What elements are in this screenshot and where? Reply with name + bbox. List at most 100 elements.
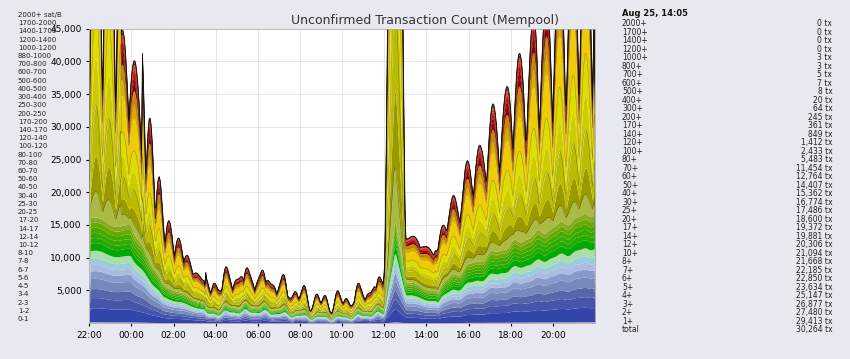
Text: 7+: 7+ xyxy=(622,266,633,275)
Text: 250-300: 250-300 xyxy=(18,102,47,108)
Text: 1200+: 1200+ xyxy=(622,45,648,53)
Text: 30,264 tx: 30,264 tx xyxy=(796,325,832,334)
Text: 1400-1700: 1400-1700 xyxy=(18,28,56,34)
Text: 0 tx: 0 tx xyxy=(818,19,832,28)
Text: 2000+ sat/B: 2000+ sat/B xyxy=(18,12,61,18)
Text: 700+: 700+ xyxy=(622,70,643,79)
Text: 14,407 tx: 14,407 tx xyxy=(796,181,832,190)
Text: 0 tx: 0 tx xyxy=(818,28,832,37)
Text: 30-40: 30-40 xyxy=(18,193,38,199)
Text: 50-60: 50-60 xyxy=(18,176,38,182)
Text: 200-250: 200-250 xyxy=(18,111,47,117)
Text: 6+: 6+ xyxy=(622,274,633,283)
Text: 17,486 tx: 17,486 tx xyxy=(796,206,832,215)
Text: 70-80: 70-80 xyxy=(18,160,38,166)
Text: 23,634 tx: 23,634 tx xyxy=(796,283,832,292)
Text: 1000+: 1000+ xyxy=(622,53,648,62)
Text: 700-800: 700-800 xyxy=(18,61,48,67)
Text: 7 tx: 7 tx xyxy=(818,79,832,88)
Text: 1-2: 1-2 xyxy=(18,308,29,314)
Text: 1400+: 1400+ xyxy=(622,36,648,45)
Text: 15,362 tx: 15,362 tx xyxy=(796,189,832,198)
Text: 80+: 80+ xyxy=(622,155,638,164)
Text: 300+: 300+ xyxy=(622,104,643,113)
Text: 60-70: 60-70 xyxy=(18,168,38,174)
Text: 18,600 tx: 18,600 tx xyxy=(796,215,832,224)
Text: 1+: 1+ xyxy=(622,317,633,326)
Text: 26,877 tx: 26,877 tx xyxy=(796,300,832,309)
Text: 21,094 tx: 21,094 tx xyxy=(796,248,832,258)
Text: 17-20: 17-20 xyxy=(18,217,38,223)
Text: 25+: 25+ xyxy=(622,206,638,215)
Text: 4+: 4+ xyxy=(622,291,633,300)
Text: 1200-1400: 1200-1400 xyxy=(18,37,56,42)
Text: 20+: 20+ xyxy=(622,215,638,224)
Text: 3-4: 3-4 xyxy=(18,292,29,297)
Text: 3 tx: 3 tx xyxy=(818,61,832,70)
Text: 40+: 40+ xyxy=(622,189,638,198)
Text: 12+: 12+ xyxy=(622,240,638,249)
Text: 5+: 5+ xyxy=(622,283,633,292)
Text: 16,774 tx: 16,774 tx xyxy=(796,197,832,206)
Text: 0 tx: 0 tx xyxy=(818,45,832,53)
Text: 7-8: 7-8 xyxy=(18,258,30,265)
Text: 3+: 3+ xyxy=(622,300,633,309)
Text: 20 tx: 20 tx xyxy=(813,95,832,104)
Text: 19,372 tx: 19,372 tx xyxy=(796,223,832,232)
Text: 14+: 14+ xyxy=(622,232,638,241)
Text: 2,433 tx: 2,433 tx xyxy=(801,146,832,155)
Text: 8-10: 8-10 xyxy=(18,250,34,256)
Text: 80-100: 80-100 xyxy=(18,151,42,158)
Text: 100+: 100+ xyxy=(622,146,643,155)
Text: 11,454 tx: 11,454 tx xyxy=(796,164,832,173)
Text: 10-12: 10-12 xyxy=(18,242,38,248)
Text: 40-50: 40-50 xyxy=(18,185,38,191)
Text: 400+: 400+ xyxy=(622,95,643,104)
Text: 2000+: 2000+ xyxy=(622,19,648,28)
Text: 14-17: 14-17 xyxy=(18,225,38,232)
Text: 245 tx: 245 tx xyxy=(808,113,832,122)
Text: 361 tx: 361 tx xyxy=(808,121,832,130)
Text: 170-200: 170-200 xyxy=(18,119,48,125)
Text: 17+: 17+ xyxy=(622,223,638,232)
Text: 12,764 tx: 12,764 tx xyxy=(796,172,832,181)
Text: 500-600: 500-600 xyxy=(18,78,48,84)
Text: 1700+: 1700+ xyxy=(622,28,648,37)
Text: 800+: 800+ xyxy=(622,61,643,70)
Text: 400-500: 400-500 xyxy=(18,86,47,92)
Text: 5-6: 5-6 xyxy=(18,275,29,281)
Text: 1000-1200: 1000-1200 xyxy=(18,45,56,51)
Text: 140-170: 140-170 xyxy=(18,127,48,133)
Text: 27,480 tx: 27,480 tx xyxy=(796,308,832,317)
Text: 140+: 140+ xyxy=(622,130,643,139)
Text: 600-700: 600-700 xyxy=(18,69,48,75)
Text: 6-7: 6-7 xyxy=(18,267,30,273)
Text: 120+: 120+ xyxy=(622,138,643,147)
Text: 20-25: 20-25 xyxy=(18,209,38,215)
Text: 170+: 170+ xyxy=(622,121,643,130)
Text: 10+: 10+ xyxy=(622,248,638,258)
Text: 12-14: 12-14 xyxy=(18,234,38,240)
Text: 70+: 70+ xyxy=(622,164,638,173)
Text: 100-120: 100-120 xyxy=(18,143,48,149)
Text: 200+: 200+ xyxy=(622,113,643,122)
Text: 300-400: 300-400 xyxy=(18,94,48,100)
Text: 22,850 tx: 22,850 tx xyxy=(796,274,832,283)
Text: 120-140: 120-140 xyxy=(18,135,47,141)
Text: 25-30: 25-30 xyxy=(18,201,38,207)
Text: 64 tx: 64 tx xyxy=(813,104,832,113)
Text: 22,185 tx: 22,185 tx xyxy=(796,266,832,275)
Text: total: total xyxy=(622,325,640,334)
Text: 5,483 tx: 5,483 tx xyxy=(801,155,832,164)
Text: 1,412 tx: 1,412 tx xyxy=(801,138,832,147)
Text: 5 tx: 5 tx xyxy=(818,70,832,79)
Text: 600+: 600+ xyxy=(622,79,643,88)
Text: 21,668 tx: 21,668 tx xyxy=(796,257,832,266)
Text: 29,413 tx: 29,413 tx xyxy=(796,317,832,326)
Text: Aug 25, 14:05: Aug 25, 14:05 xyxy=(622,9,688,18)
Text: 50+: 50+ xyxy=(622,181,638,190)
Text: 3 tx: 3 tx xyxy=(818,53,832,62)
Text: 880-1000: 880-1000 xyxy=(18,53,52,59)
Text: 0-1: 0-1 xyxy=(18,316,30,322)
Text: 19,881 tx: 19,881 tx xyxy=(796,232,832,241)
